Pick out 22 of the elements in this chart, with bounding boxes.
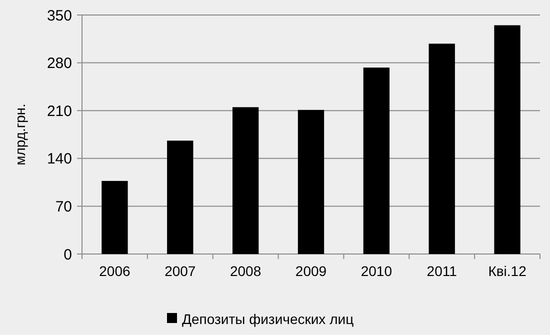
y-tick-label: 140: [46, 150, 72, 168]
y-axis-title: млрд.грн.: [12, 104, 28, 166]
x-tick-label: 2011: [426, 263, 458, 279]
x-tick-label: 2006: [99, 263, 130, 279]
y-tick-label: 210: [46, 102, 72, 120]
x-tick-label: Кві.12: [488, 263, 527, 279]
y-tick-label: 70: [55, 198, 72, 216]
bar: [232, 107, 259, 254]
legend-label: Депозиты физических лиц: [182, 310, 354, 327]
bar: [363, 68, 390, 254]
bar: [102, 180, 128, 254]
bar: [494, 25, 520, 254]
x-tick-label: 2007: [164, 263, 196, 279]
x-tick-label: 2008: [230, 263, 262, 279]
y-tick-label: 350: [46, 7, 72, 24]
x-tick-label: 2010: [360, 263, 392, 279]
y-tick-label: 0: [64, 246, 72, 264]
y-tick-label: 280: [46, 55, 72, 72]
bar: [298, 110, 324, 254]
bar: [167, 140, 194, 254]
bar: [428, 44, 455, 254]
x-tick-label: 2009: [295, 263, 327, 279]
